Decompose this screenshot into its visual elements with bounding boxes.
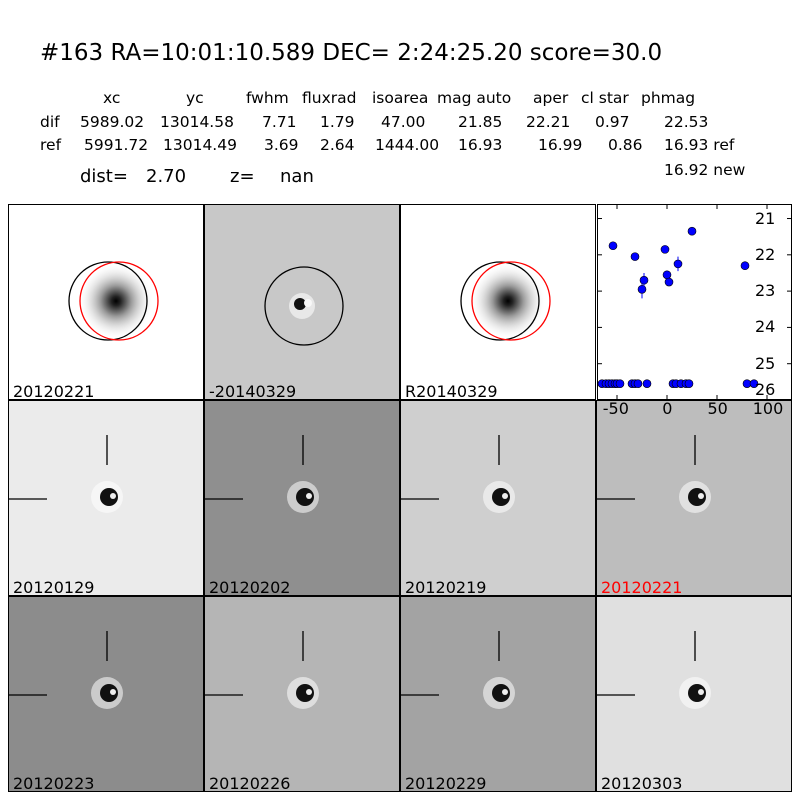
- data-point: [660, 245, 670, 254]
- ytick-label: 24: [755, 317, 776, 337]
- xtick-label: -50: [602, 399, 629, 418]
- lightcurve-svg: [597, 204, 792, 401]
- image-stamp: 20120202: [204, 400, 400, 596]
- stamp-label: 20120226: [209, 774, 291, 792]
- data-point: [687, 226, 697, 236]
- stamp-image: [9, 631, 123, 709]
- xtick-label: 100: [752, 399, 784, 418]
- ytick-label: 21: [755, 208, 776, 228]
- ytick-label: 23: [755, 281, 776, 301]
- dist-label: dist=: [80, 166, 128, 187]
- table-cell: 16.93 ref: [664, 136, 735, 154]
- stamp-image: [205, 435, 319, 513]
- stamp-image: [401, 435, 515, 513]
- ytick-label: 22: [755, 244, 776, 264]
- table-cell: 7.71: [262, 113, 297, 131]
- column-header: fwhm: [246, 89, 289, 107]
- table-cell: 21.85: [458, 113, 503, 131]
- stamp-label: -20140329: [209, 382, 297, 400]
- stamp-label: 20120221: [13, 382, 95, 400]
- data-point: [662, 270, 672, 280]
- stamp-image: [597, 631, 711, 709]
- xtick-label: 0: [662, 399, 673, 418]
- ytick-label: 25: [755, 353, 776, 373]
- table-cell: 13014.58: [160, 113, 234, 131]
- xtick-label: 50: [707, 399, 728, 418]
- data-point: [664, 277, 674, 287]
- table-cell: 5991.72: [84, 136, 149, 154]
- stamp-image: [460, 261, 551, 341]
- image-stamp: 20120221: [8, 204, 204, 400]
- row-name: ref: [40, 136, 62, 154]
- table-cell: 0.86: [608, 136, 643, 154]
- data-point: [615, 379, 625, 388]
- table-cell: 16.93: [458, 136, 503, 154]
- stamp-image: [205, 631, 319, 709]
- z-label: z=: [230, 166, 255, 187]
- stamp-label: 20120129: [13, 578, 95, 596]
- ytick-label: 26: [755, 380, 776, 399]
- data-point: [673, 259, 683, 269]
- table-cell: 5989.02: [80, 113, 145, 131]
- page-title: #163 RA=10:01:10.589 DEC= 2:24:25.20 sco…: [40, 40, 663, 66]
- table-cell: 16.99: [538, 136, 583, 154]
- stamp-image: [597, 435, 711, 513]
- data-point: [639, 275, 649, 285]
- stamp-label: R20140329: [405, 382, 498, 400]
- stamp-image: [9, 435, 123, 513]
- row-name: dif: [40, 113, 60, 131]
- table-cell: 22.53: [664, 113, 709, 131]
- dist-value: 2.70: [146, 166, 187, 187]
- data-point: [608, 241, 618, 251]
- image-stamp: 20120303: [596, 596, 792, 792]
- image-stamp: 20120129: [8, 400, 204, 596]
- column-header: cl star: [581, 89, 629, 107]
- data-point: [684, 379, 694, 388]
- data-point: [749, 379, 759, 388]
- z-value: nan: [280, 166, 314, 187]
- image-stamp: -20140329: [204, 204, 400, 400]
- stamp-image: [68, 261, 159, 341]
- table-cell: 3.69: [264, 136, 299, 154]
- stamp-label: 20120303: [601, 774, 683, 792]
- image-stamp: 20120226: [204, 596, 400, 792]
- stamp-label: 20120221: [601, 578, 683, 596]
- image-stamp: 20120229: [400, 596, 596, 792]
- stamp-image: [264, 266, 344, 346]
- stamp-label: 20120202: [209, 578, 291, 596]
- table-cell: 1444.00: [375, 136, 440, 154]
- column-header: xc: [103, 89, 121, 107]
- image-stamp: 20120221: [596, 400, 792, 596]
- table-cell: 0.97: [595, 113, 630, 131]
- table-cell: 13014.49: [163, 136, 237, 154]
- table-cell: 47.00: [381, 113, 426, 131]
- table-cell: 1.79: [320, 113, 355, 131]
- data-point: [630, 252, 640, 261]
- column-header: isoarea: [372, 89, 429, 107]
- column-header: aper: [533, 89, 569, 107]
- column-header: yc: [186, 89, 204, 107]
- lightcurve-chart: 21 22 23 24 25 26 -50 0 50 100: [597, 204, 792, 418]
- column-header: fluxrad: [302, 89, 357, 107]
- data-point: [642, 379, 652, 388]
- table-cell: 2.64: [320, 136, 355, 154]
- stamp-label: 20120229: [405, 774, 487, 792]
- stamp-label: 20120223: [13, 774, 95, 792]
- table-cell: 22.21: [526, 113, 571, 131]
- data-point: [740, 261, 750, 271]
- stamp-image: [401, 631, 515, 709]
- stamp-label: 20120219: [405, 578, 487, 596]
- image-stamp: 20120219: [400, 400, 596, 596]
- image-stamp: 20120223: [8, 596, 204, 792]
- phmag-new: 16.92 new: [664, 161, 746, 179]
- column-header: mag auto: [437, 89, 512, 107]
- data-point: [637, 284, 647, 294]
- plot-frame: [597, 204, 792, 400]
- data-point: [633, 379, 643, 388]
- column-header: phmag: [641, 89, 696, 107]
- image-stamp: R20140329: [400, 204, 596, 400]
